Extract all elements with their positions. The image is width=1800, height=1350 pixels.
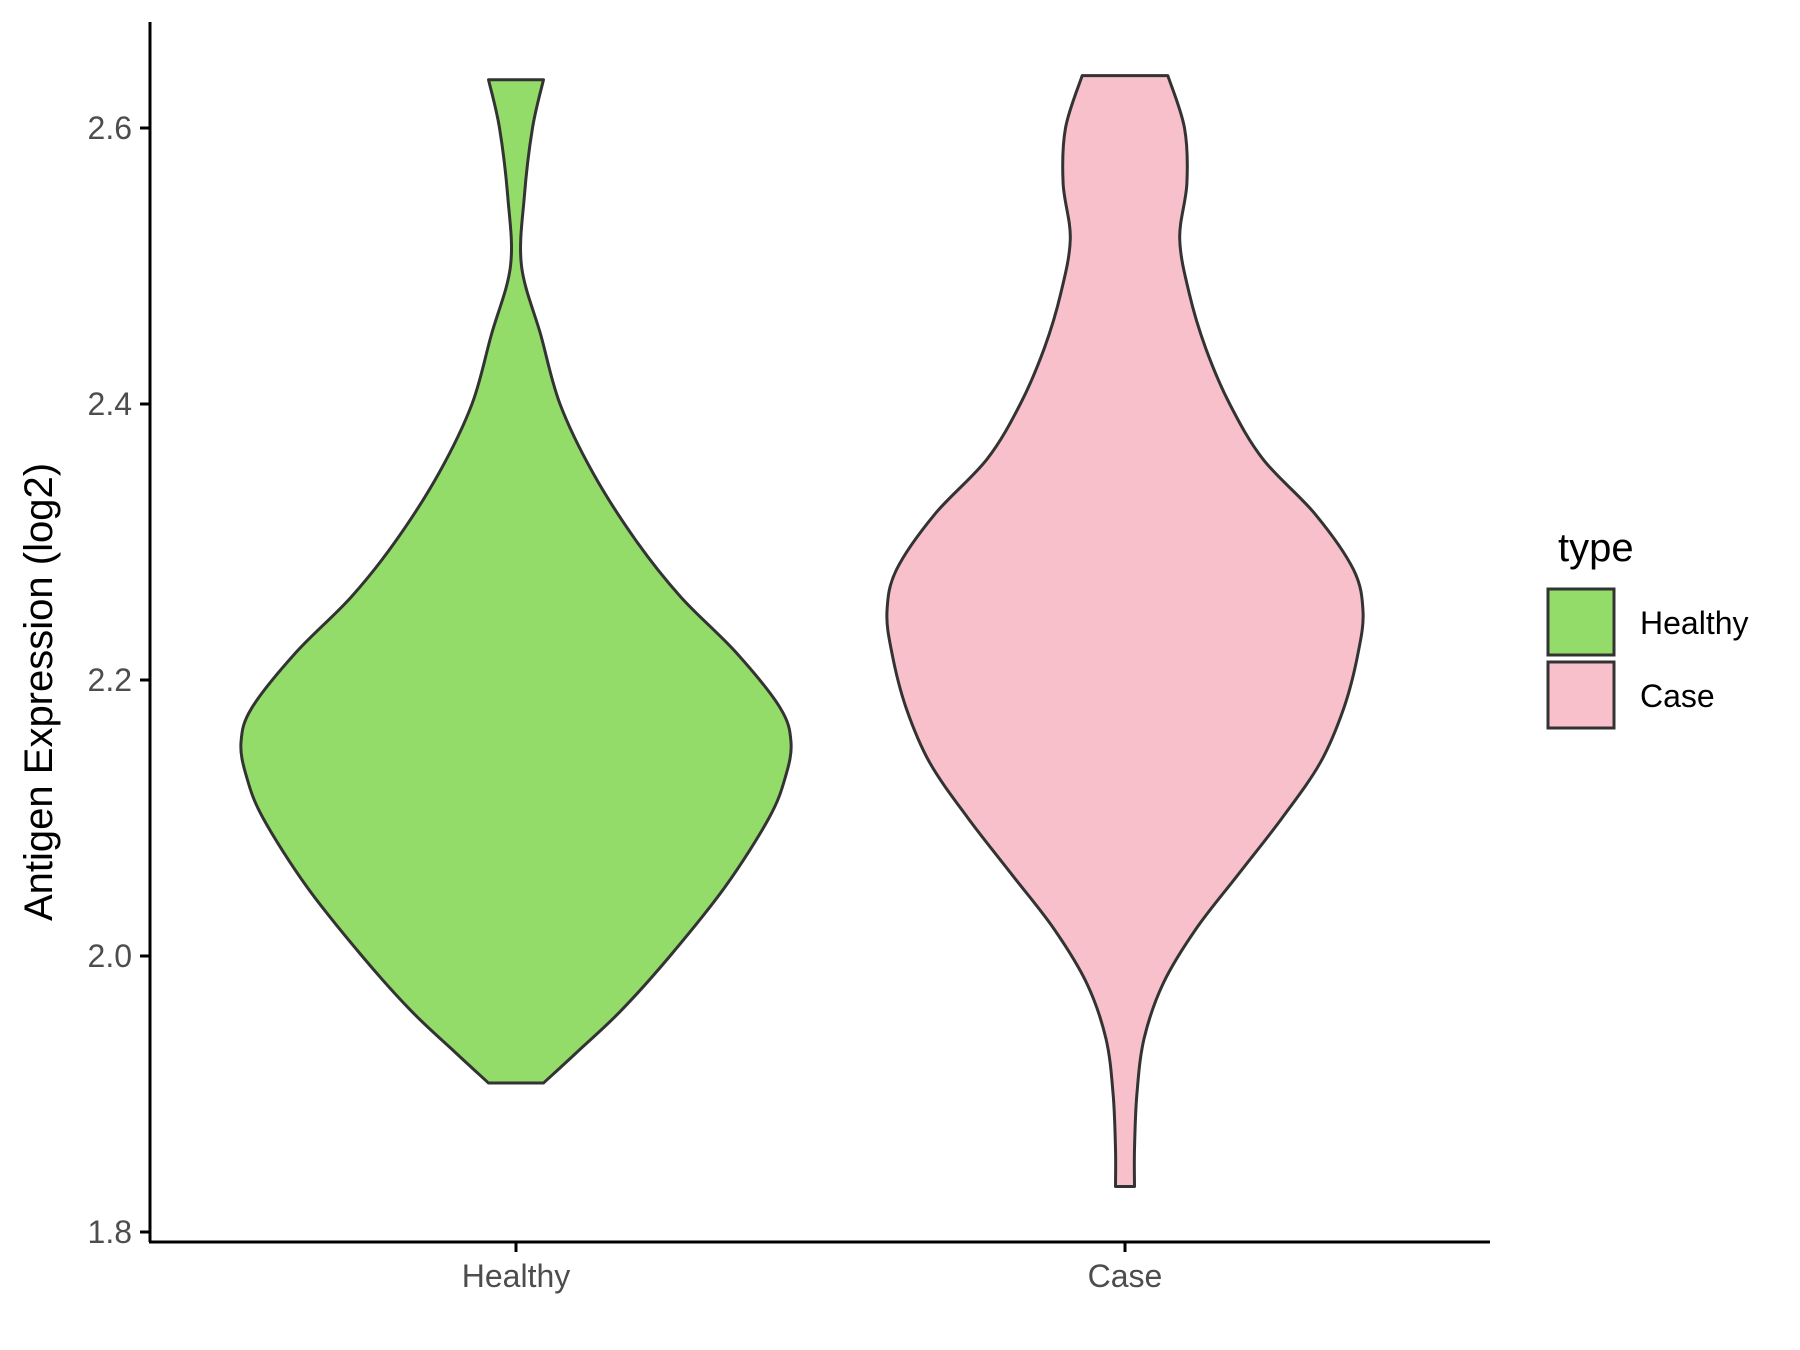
y-tick-label: 1.8 xyxy=(88,1214,132,1250)
y-tick-label: 2.2 xyxy=(88,662,132,698)
legend-swatch-healthy xyxy=(1546,587,1616,657)
x-tick-label: Healthy xyxy=(462,1258,571,1294)
y-tick-label: 2.0 xyxy=(88,938,132,974)
y-axis-ticks: 1.8 2.0 2.2 2.4 2.6 xyxy=(88,110,150,1250)
y-tick-label: 2.4 xyxy=(88,386,132,422)
violin-case xyxy=(885,74,1365,1188)
y-tick-label: 2.6 xyxy=(88,110,132,146)
legend-label-healthy: Healthy xyxy=(1640,605,1749,641)
legend: type Healthy Case xyxy=(1546,526,1749,730)
violin-healthy xyxy=(239,78,793,1085)
violins-layer xyxy=(239,74,1365,1188)
legend-label-case: Case xyxy=(1640,678,1715,714)
x-tick-label: Case xyxy=(1088,1258,1163,1294)
y-axis-title: Antigen Expression (log2) xyxy=(17,463,61,921)
legend-swatch-case xyxy=(1546,660,1616,730)
legend-items: Healthy Case xyxy=(1546,587,1749,730)
x-axis-ticks: Healthy Case xyxy=(462,1242,1163,1294)
legend-title: type xyxy=(1558,526,1634,570)
